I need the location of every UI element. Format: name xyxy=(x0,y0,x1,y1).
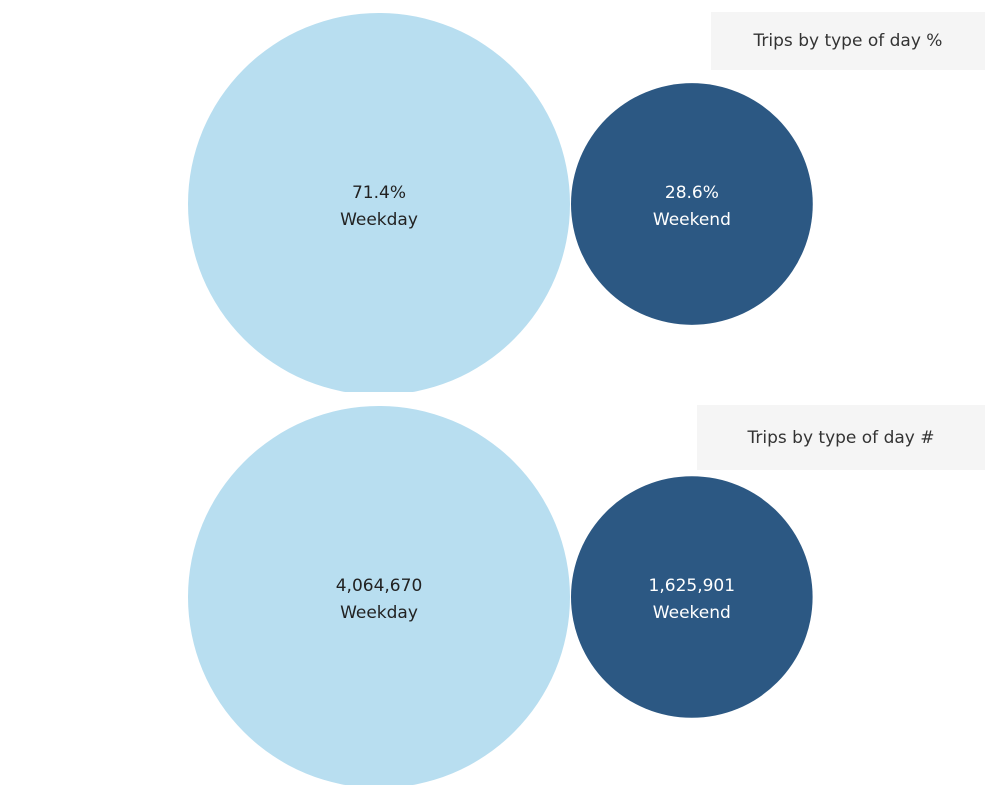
bubble-weekday-mark xyxy=(188,406,570,785)
chart-count-panel: 4,064,670 Weekday 1,625,901 Weekend Trips b… xyxy=(0,393,999,785)
bubble-chart-percent: 71.4% Weekday 28.6% Weekend xyxy=(188,13,813,392)
bubble-weekday-value: 4,064,670 xyxy=(336,576,423,596)
bubble-weekend-value: 28.6% xyxy=(665,183,719,203)
bubble-weekend-label: Weekend xyxy=(653,210,731,230)
bubble-weekend-value: 1,625,901 xyxy=(649,576,736,596)
chart-title-percent: Trips by type of day % xyxy=(711,12,985,70)
bubble-weekend-mark xyxy=(571,83,813,325)
bubble-weekday-label: Weekday xyxy=(340,210,418,230)
bubble-weekend: 28.6% Weekend xyxy=(571,83,813,325)
bubble-weekday: 71.4% Weekday xyxy=(188,13,570,392)
bubble-chart-count: 4,064,670 Weekday 1,625,901 Weekend xyxy=(188,406,813,785)
bubble-weekday-label: Weekday xyxy=(340,603,418,623)
bubble-weekday-mark xyxy=(188,13,570,392)
bubble-weekend-label: Weekend xyxy=(653,603,731,623)
bubble-weekday: 4,064,670 Weekday xyxy=(188,406,570,785)
bubble-weekend: 1,625,901 Weekend xyxy=(571,476,813,718)
chart-percent-panel: 71.4% Weekday 28.6% Weekend Trips by type o… xyxy=(0,0,999,392)
bubble-weekday-value: 71.4% xyxy=(352,183,406,203)
bubble-weekend-mark xyxy=(571,476,813,718)
chart-title-count: Trips by type of day # xyxy=(697,405,985,470)
